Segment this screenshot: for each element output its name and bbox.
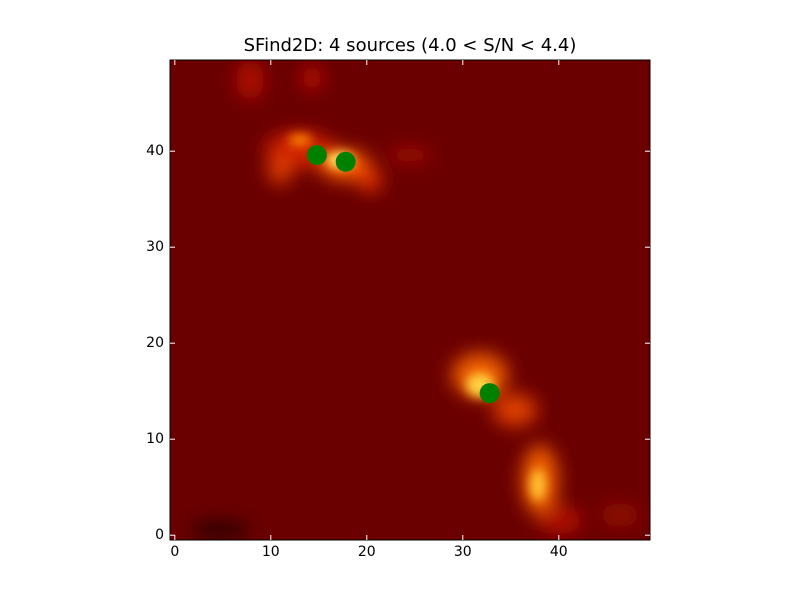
y-tick-label: 30 <box>146 239 164 255</box>
chart-title: SFind2D: 4 sources (4.0 < S/N < 4.4) <box>244 35 577 56</box>
heatmap <box>170 60 650 540</box>
y-tick-label: 40 <box>146 143 164 159</box>
x-tick-label: 40 <box>550 544 568 560</box>
plot-frame <box>169 59 651 541</box>
y-tick-label: 10 <box>146 431 164 447</box>
source-marker <box>306 145 327 166</box>
x-tick-label: 10 <box>262 544 280 560</box>
y-tick-label: 20 <box>146 335 164 351</box>
x-tick-label: 30 <box>454 544 472 560</box>
x-tick-label: 0 <box>170 544 179 560</box>
source-marker <box>479 383 500 404</box>
source-marker <box>335 151 356 172</box>
y-tick-label: 0 <box>155 527 164 543</box>
x-tick-label: 20 <box>358 544 376 560</box>
